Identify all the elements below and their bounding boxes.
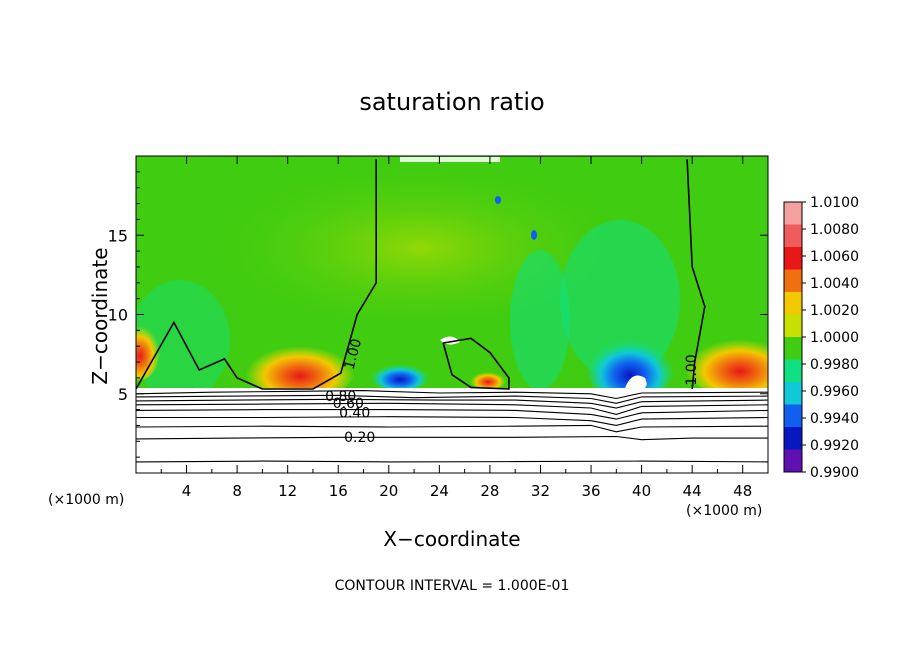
x-tick-label-44: 44 [683, 482, 702, 500]
contour-interval-note: CONTOUR INTERVAL = 1.000E-01 [334, 578, 570, 594]
x-tick-label-16: 16 [329, 482, 348, 500]
chart-title: saturation ratio [359, 88, 545, 116]
contour-label-5: 0.20 [344, 430, 375, 446]
cloud-patch-3 [400, 157, 500, 162]
x-tick-label-8: 8 [232, 482, 242, 500]
colorbar-swatch-8 [784, 382, 802, 405]
x-tick-label-4: 4 [182, 482, 192, 500]
colorbar-swatch-1 [784, 224, 802, 248]
heatmap-field [136, 156, 768, 473]
colorbar-label-1: 1.0080 [810, 222, 859, 238]
contour-line-1-00-10 [686, 159, 706, 390]
subsaturated-layer [136, 388, 768, 473]
x-axis-unit-left: (×1000 m) [48, 492, 125, 508]
x-tick-label-36: 36 [581, 482, 600, 500]
contour-line-0-70-6 [136, 398, 768, 409]
colorbar-label-8: 0.9940 [810, 411, 859, 427]
x-axis-label: X−coordinate [383, 527, 521, 551]
colorbar-swatch-4 [784, 292, 802, 315]
cold-spot-3 [531, 230, 537, 240]
contour-line-0-20-1 [136, 435, 768, 441]
hot-spot-3 [136, 320, 160, 380]
colorbar-label-9: 0.9920 [810, 438, 859, 454]
cold-spot-4 [495, 196, 501, 204]
hot-spot-1 [245, 340, 355, 400]
colorbar-swatch-5 [784, 314, 802, 338]
contour-line-0-50-4 [136, 409, 768, 420]
contour-line-0-80-7 [136, 394, 768, 404]
hot-spot-4 [470, 370, 506, 390]
colorbar-label-2: 1.0060 [810, 249, 859, 265]
contour-label-4: 0.40 [339, 406, 370, 422]
contour-line-0-30-2 [136, 424, 768, 433]
colorbar-label-0: 1.0100 [810, 195, 859, 211]
contour-label-0: 1.00 [342, 337, 366, 371]
contour-line-0-90-8 [136, 390, 768, 400]
x-axis-unit-right: (×1000 m) [686, 503, 763, 519]
colorbar-swatch-11 [784, 449, 802, 473]
contour-lines [136, 159, 768, 463]
moist-region-2 [510, 250, 570, 390]
x-tick-label-20: 20 [379, 482, 398, 500]
x-tick-label-48: 48 [733, 482, 752, 500]
x-tick-label-40: 40 [632, 482, 651, 500]
colorbar: 1.0100 1.0080 1.0060 1.0040 1.0020 1.0000 0.99… [783, 195, 859, 481]
colorbar-label-4: 1.0020 [810, 303, 859, 319]
y-axis-ticks: 5 10 15 [108, 171, 768, 458]
colorbar-label-10: 0.9900 [810, 465, 859, 481]
contour-line-0-60-5 [136, 402, 768, 415]
x-tick-label-24: 24 [430, 482, 449, 500]
contour-line-0-10-0 [136, 460, 768, 463]
contour-line-0-40-3 [136, 416, 768, 426]
colorbar-swatch-0 [784, 202, 802, 225]
cloud-patch-1 [625, 375, 647, 390]
colorbar-swatch-10 [784, 427, 802, 450]
colorbar-label-5: 1.0000 [810, 330, 859, 346]
x-tick-label-12: 12 [278, 482, 297, 500]
contour-label-1: 1.00 [684, 354, 700, 385]
contour-line-1-00-11 [442, 337, 510, 390]
hot-spot-2 [685, 333, 768, 397]
contour-labels: 1.00 1.00 0.800.600.40 0.20 [325, 337, 700, 446]
cold-spot-2 [370, 360, 430, 390]
contour-label-3: 0.60 [333, 396, 364, 412]
x-axis-ticks: 4 8 12 16 20 24 28 32 36 40 44 48 [160, 156, 752, 500]
y-tick-label-10: 10 [108, 306, 128, 325]
colorbar-swatch-2 [784, 247, 802, 270]
contour-label-2: 0.80 [325, 389, 356, 405]
y-tick-label-15: 15 [108, 226, 128, 245]
contour-line-1-00-9 [136, 159, 377, 390]
x-tick-label-28: 28 [480, 482, 499, 500]
colorbar-label-3: 1.0040 [810, 276, 859, 292]
colorbar-swatch-3 [784, 269, 802, 293]
cold-spot-1 [585, 330, 675, 400]
y-tick-label-5: 5 [118, 385, 128, 404]
colorbar-label-7: 0.9960 [810, 384, 859, 400]
colorbar-swatch-6 [784, 337, 802, 360]
x-tick-label-32: 32 [531, 482, 550, 500]
colorbar-swatch-7 [784, 359, 802, 383]
colorbar-label-6: 0.9980 [810, 357, 859, 373]
colorbar-swatch-9 [784, 404, 802, 428]
